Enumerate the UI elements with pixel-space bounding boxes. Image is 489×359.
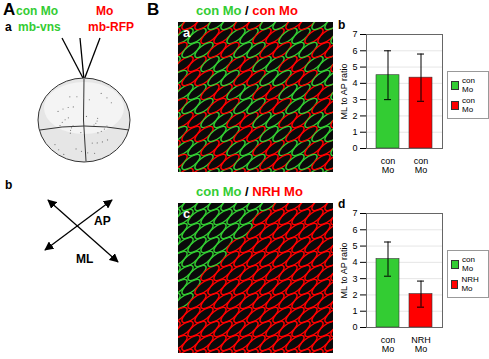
svg-text:4: 4 <box>352 257 357 267</box>
svg-text:ML to AP ratio: ML to AP ratio <box>339 63 349 119</box>
svg-text:conMo: conMo <box>381 156 396 175</box>
html-text:con Mo: con Mo <box>462 96 475 114</box>
svg-text:3: 3 <box>352 95 357 105</box>
svg-text:0: 0 <box>352 322 357 332</box>
svg-text:conMo: conMo <box>414 156 429 175</box>
html-text:con Mo: con Mo <box>16 4 58 18</box>
html-text:A: A <box>3 0 16 19</box>
html-text:d: d <box>338 197 346 211</box>
svg-text:7: 7 <box>352 29 357 39</box>
svg-text:a: a <box>183 25 191 40</box>
svg-text:1: 1 <box>352 306 357 316</box>
svg-text:ML to AP ratio: ML to AP ratio <box>339 242 349 298</box>
html-text:b: b <box>338 18 346 32</box>
svg-text:c: c <box>183 206 190 221</box>
svg-text:4: 4 <box>352 78 357 88</box>
html-text:con Mo: con Mo <box>462 255 475 273</box>
svg-text:1: 1 <box>352 127 357 137</box>
html-text:con Mo / con Mo: con Mo / con Mo <box>196 3 298 18</box>
html-text:ML: ML <box>76 252 94 266</box>
svg-text:NRHMo: NRHMo <box>411 335 431 354</box>
svg-text:0: 0 <box>352 143 357 153</box>
svg-text:3: 3 <box>352 274 357 284</box>
html-text:NRH Mo: NRH Mo <box>461 275 479 293</box>
html-text:con Mo / NRH Mo: con Mo / NRH Mo <box>196 184 303 199</box>
svg-text:6: 6 <box>352 225 357 235</box>
html-text:a: a <box>5 20 12 34</box>
svg-text:5: 5 <box>352 241 357 251</box>
svg-text:2: 2 <box>352 111 357 121</box>
html-text:mb-RFP: mb-RFP <box>88 20 134 34</box>
svg-text:2: 2 <box>352 290 357 300</box>
html-text:con Mo: con Mo <box>462 76 475 94</box>
html-text:b: b <box>5 178 13 192</box>
html-text:B: B <box>147 0 160 19</box>
html-text:mb-vns: mb-vns <box>18 20 61 34</box>
html-text:AP: AP <box>94 214 111 228</box>
html-text:Mo: Mo <box>96 4 114 18</box>
svg-text:conMo: conMo <box>381 335 396 354</box>
svg-text:5: 5 <box>352 62 357 72</box>
svg-text:7: 7 <box>352 208 357 218</box>
svg-text:6: 6 <box>352 46 357 56</box>
